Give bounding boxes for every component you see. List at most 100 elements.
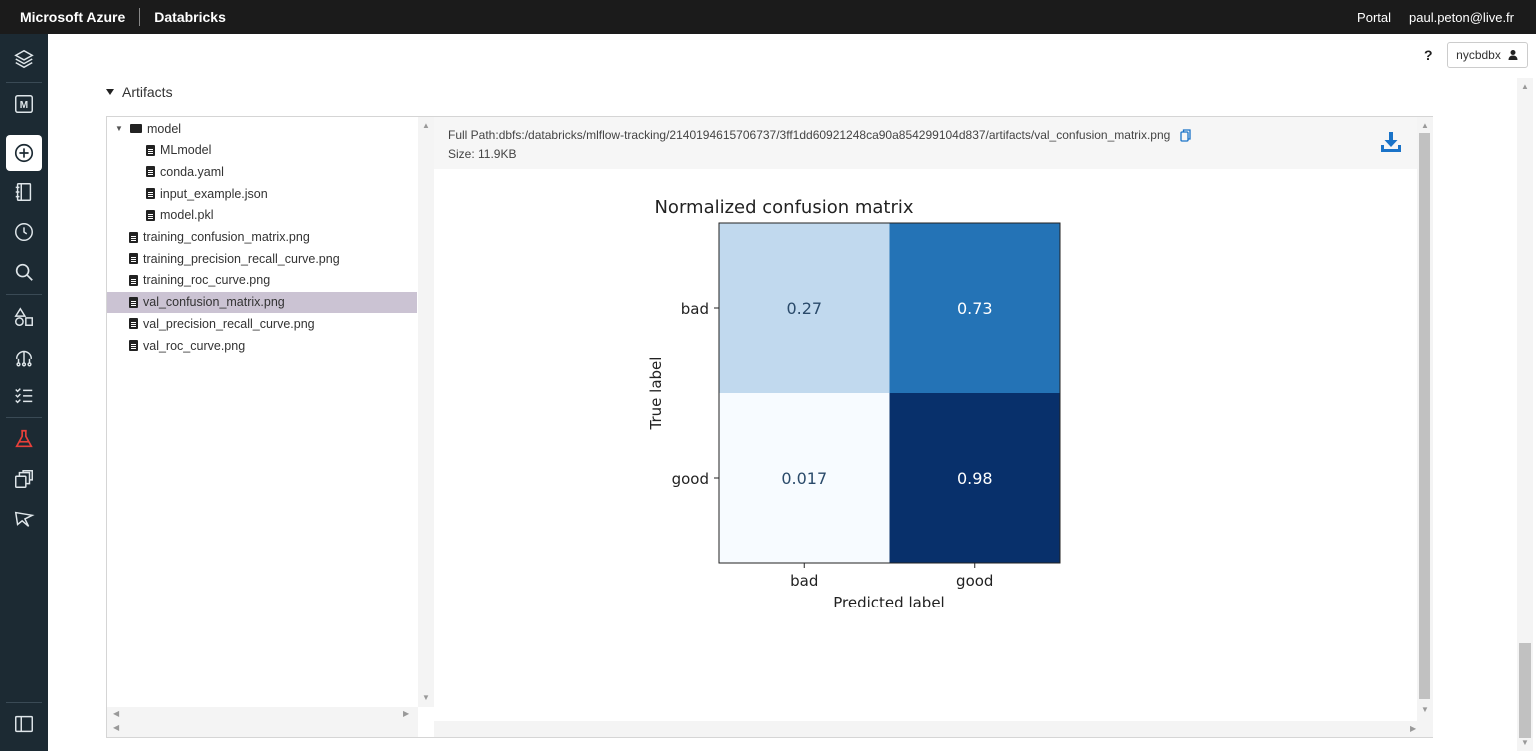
workspace-name: nycbdbx	[1456, 48, 1501, 62]
tree-file[interactable]: training_roc_curve.png	[129, 270, 270, 291]
cell-value-label: 0.98	[957, 469, 993, 488]
hierarchy-icon[interactable]	[9, 342, 39, 372]
search-icon[interactable]	[9, 257, 39, 287]
y-axis-label: True label	[647, 357, 665, 431]
matrix-cell	[719, 393, 890, 563]
scroll-down-icon[interactable]: ▼	[422, 693, 430, 702]
tree-item-label: val_confusion_matrix.png	[143, 295, 285, 310]
portal-link[interactable]: Portal	[1357, 9, 1392, 25]
nav-divider	[6, 82, 42, 83]
tree-vertical-scrollbar[interactable]: ▲ ▼	[418, 117, 434, 707]
y-tick-label: good	[672, 470, 709, 488]
image-file-icon	[129, 231, 138, 243]
svg-text:M: M	[20, 100, 28, 111]
y-tick-label: bad	[681, 300, 709, 318]
clock-icon[interactable]	[9, 217, 39, 247]
expand-icon[interactable]: ▼	[115, 124, 123, 133]
layers-icon[interactable]	[9, 44, 39, 74]
scroll-left-icon[interactable]: ◀	[113, 709, 120, 718]
tree-file[interactable]: val_confusion_matrix.png	[107, 291, 417, 313]
create-icon[interactable]	[6, 135, 42, 171]
tree-item-label: model.pkl	[160, 208, 214, 223]
tree-file[interactable]: input_example.json	[146, 183, 268, 204]
sidebar-toggle-icon[interactable]	[9, 709, 39, 739]
serving-icon[interactable]	[9, 504, 39, 534]
tree-item-label: training_roc_curve.png	[143, 273, 271, 288]
image-file-icon	[129, 253, 138, 265]
file-icon	[146, 188, 155, 200]
shapes-icon[interactable]	[9, 302, 39, 332]
artifact-meta: Full Path:dbfs:/databricks/mlflow-tracki…	[434, 117, 1417, 169]
scrollbar-thumb[interactable]	[1419, 133, 1430, 699]
x-tick-label: good	[956, 572, 993, 590]
scroll-up-icon[interactable]: ▲	[1521, 82, 1529, 91]
tree-file[interactable]: training_confusion_matrix.png	[129, 227, 310, 248]
cell-value-label: 0.27	[786, 299, 822, 318]
matrix-cell	[889, 223, 1060, 393]
matrix-cell	[889, 393, 1060, 563]
cell-value-label: 0.017	[781, 469, 827, 488]
artifacts-toggle[interactable]: Artifacts	[106, 84, 173, 100]
full-path-value: dbfs:/databricks/mlflow-tracking/2140194…	[498, 128, 1171, 142]
artifacts-panel: ▼ model MLmodel conda.yaml input_example.jso…	[106, 116, 1433, 738]
tree-item-label: model	[147, 121, 182, 136]
scroll-up-icon[interactable]: ▲	[1421, 121, 1429, 130]
tree-item-label: training_confusion_matrix.png	[143, 230, 310, 244]
notebook-icon[interactable]	[9, 177, 39, 207]
scroll-left-icon[interactable]: ◀	[113, 723, 120, 732]
left-nav: M	[0, 34, 48, 751]
viewer-horizontal-scrollbar[interactable]: ▶	[434, 721, 1433, 737]
chart-title: Normalized confusion matrix	[654, 197, 913, 218]
file-icon	[146, 209, 155, 221]
scroll-down-icon[interactable]: ▼	[1421, 705, 1429, 714]
tree-item-label: conda.yaml	[160, 164, 224, 179]
download-icon[interactable]	[1380, 131, 1402, 156]
scrollbar-thumb[interactable]	[1519, 643, 1531, 738]
tree-file[interactable]: conda.yaml	[146, 161, 224, 182]
brand-divider	[139, 8, 141, 26]
confusion-matrix-chart: Normalized confusion matrix 0.27 0.73 0.01…	[647, 197, 1061, 607]
nav-divider	[6, 294, 42, 295]
tree-file[interactable]: val_roc_curve.png	[129, 335, 245, 356]
tree-file[interactable]: model.pkl	[146, 205, 214, 226]
user-email-link[interactable]: paul.peton@live.fr	[1409, 9, 1514, 25]
brand-name[interactable]: Microsoft Azure	[20, 9, 126, 25]
file-icon	[146, 166, 155, 178]
size-label: Size:	[448, 147, 479, 161]
size-value: 11.9KB	[478, 147, 517, 161]
page-vertical-scrollbar[interactable]: ▲ ▼	[1517, 78, 1533, 751]
tree-folder[interactable]: ▼ model	[115, 118, 181, 139]
models-icon[interactable]	[9, 464, 39, 494]
checklist-icon[interactable]	[9, 380, 39, 410]
tree-item-label: training_precision_recall_curve.png	[143, 251, 340, 266]
scroll-right-icon[interactable]: ▶	[1410, 724, 1417, 733]
tree-item-label: input_example.json	[160, 186, 268, 201]
help-button[interactable]: ?	[1424, 47, 1433, 63]
tree-horizontal-scrollbar[interactable]: ◀ ▶ ◀	[107, 707, 418, 737]
tree-item-label: MLmodel	[160, 143, 212, 158]
product-name[interactable]: Databricks	[154, 9, 226, 25]
scroll-right-icon[interactable]: ▶	[403, 709, 410, 718]
caret-down-icon	[106, 89, 114, 95]
top-bar: Microsoft Azure Databricks Portal paul.p…	[0, 0, 1536, 34]
copy-icon[interactable]	[1179, 129, 1191, 142]
image-file-icon	[129, 274, 138, 286]
x-tick-label: bad	[790, 572, 818, 590]
matrix-cell	[719, 223, 890, 393]
experiments-flask-icon[interactable]	[9, 424, 39, 454]
scroll-up-icon[interactable]: ▲	[422, 121, 430, 130]
user-icon	[1508, 50, 1518, 60]
tree-file[interactable]: training_precision_recall_curve.png	[129, 248, 340, 269]
image-file-icon	[129, 340, 138, 351]
tree-file[interactable]: MLmodel	[146, 140, 211, 161]
workspace-user-button[interactable]: nycbdbx	[1447, 42, 1528, 68]
full-path-label: Full Path:	[448, 128, 499, 142]
cell-value-label: 0.73	[957, 299, 993, 318]
ml-icon[interactable]: M	[9, 89, 39, 119]
scroll-down-icon[interactable]: ▼	[1521, 738, 1529, 747]
image-file-icon	[129, 296, 138, 308]
viewer-vertical-scrollbar[interactable]: ▲ ▼	[1417, 117, 1433, 721]
tree-item-label: val_precision_recall_curve.png	[143, 316, 315, 331]
folder-icon	[130, 124, 142, 133]
tree-file[interactable]: val_precision_recall_curve.png	[129, 313, 315, 334]
